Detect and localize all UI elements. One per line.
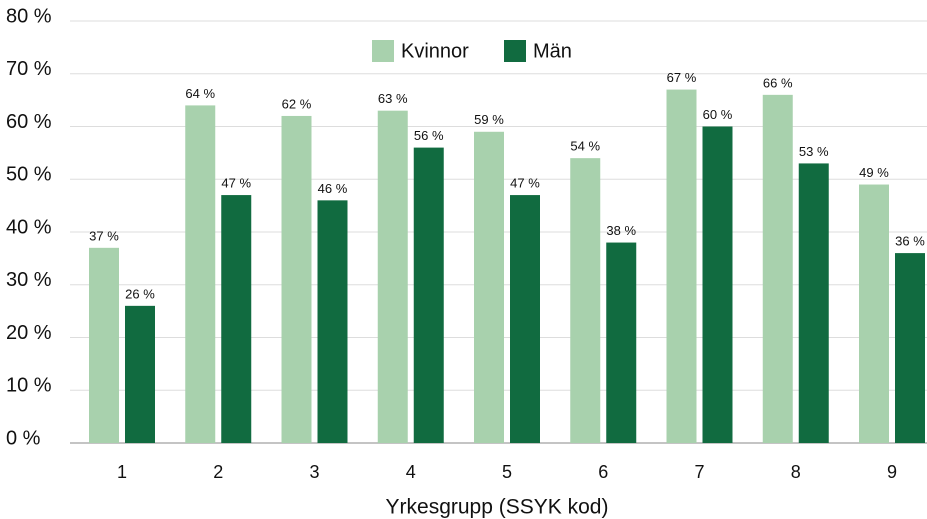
value-label: 64 %: [185, 86, 215, 101]
bar: [413, 147, 444, 443]
y-tick-label: 60 %: [6, 111, 52, 133]
bar: [702, 126, 733, 443]
bar: [762, 94, 793, 443]
legend-swatch: [504, 40, 526, 62]
bar: [510, 195, 540, 443]
x-axis-title: Yrkesgrupp (SSYK kod): [386, 496, 609, 519]
bar: [89, 247, 119, 443]
x-tick-label: 3: [309, 462, 319, 482]
bar: [570, 158, 601, 443]
y-tick-label: 10 %: [6, 375, 52, 397]
y-tick-label: 50 %: [6, 164, 52, 186]
bar: [125, 305, 155, 443]
legend-swatch: [372, 40, 394, 62]
bar: [317, 200, 348, 443]
value-label: 54 %: [570, 139, 600, 154]
bar: [377, 110, 408, 444]
value-label: 47 %: [510, 176, 540, 191]
y-tick-label: 0 %: [6, 427, 41, 449]
y-tick-label: 70 %: [6, 58, 52, 80]
bar: [185, 105, 216, 444]
bar: [281, 115, 312, 443]
x-tick-label: 7: [694, 462, 704, 482]
x-tick-label: 8: [791, 462, 801, 482]
bar: [666, 89, 697, 443]
value-label: 66 %: [763, 75, 793, 90]
x-tick-label: 4: [406, 462, 416, 482]
x-tick-label: 5: [502, 462, 512, 482]
x-tick-label: 9: [887, 462, 897, 482]
y-tick-label: 80 %: [6, 5, 52, 27]
x-tick-label: 2: [213, 462, 223, 482]
legend-label: Män: [533, 40, 572, 62]
y-tick-label: 30 %: [6, 269, 52, 291]
y-tick-label: 20 %: [6, 322, 52, 344]
value-label: 53 %: [799, 144, 829, 159]
bar: [606, 242, 637, 443]
y-tick-label: 40 %: [6, 216, 52, 238]
value-label: 36 %: [895, 234, 925, 249]
value-label: 62 %: [282, 96, 312, 111]
legend-label: Kvinnor: [401, 40, 469, 62]
value-label: 60 %: [703, 107, 733, 122]
value-label: 47 %: [221, 176, 251, 191]
bar: [798, 163, 829, 444]
bar: [895, 253, 925, 443]
value-label: 49 %: [859, 165, 889, 180]
x-tick-label: 1: [117, 462, 127, 482]
value-label: 26 %: [125, 286, 155, 301]
value-label: 38 %: [606, 223, 636, 238]
bar: [859, 184, 889, 443]
value-label: 67 %: [667, 70, 697, 85]
value-label: 56 %: [414, 128, 444, 143]
value-label: 37 %: [89, 228, 119, 243]
value-label: 63 %: [378, 91, 408, 106]
x-tick-label: 6: [598, 462, 608, 482]
bar: [221, 195, 252, 443]
value-label: 59 %: [474, 112, 504, 127]
value-label: 46 %: [318, 181, 348, 196]
bar: [474, 131, 504, 443]
